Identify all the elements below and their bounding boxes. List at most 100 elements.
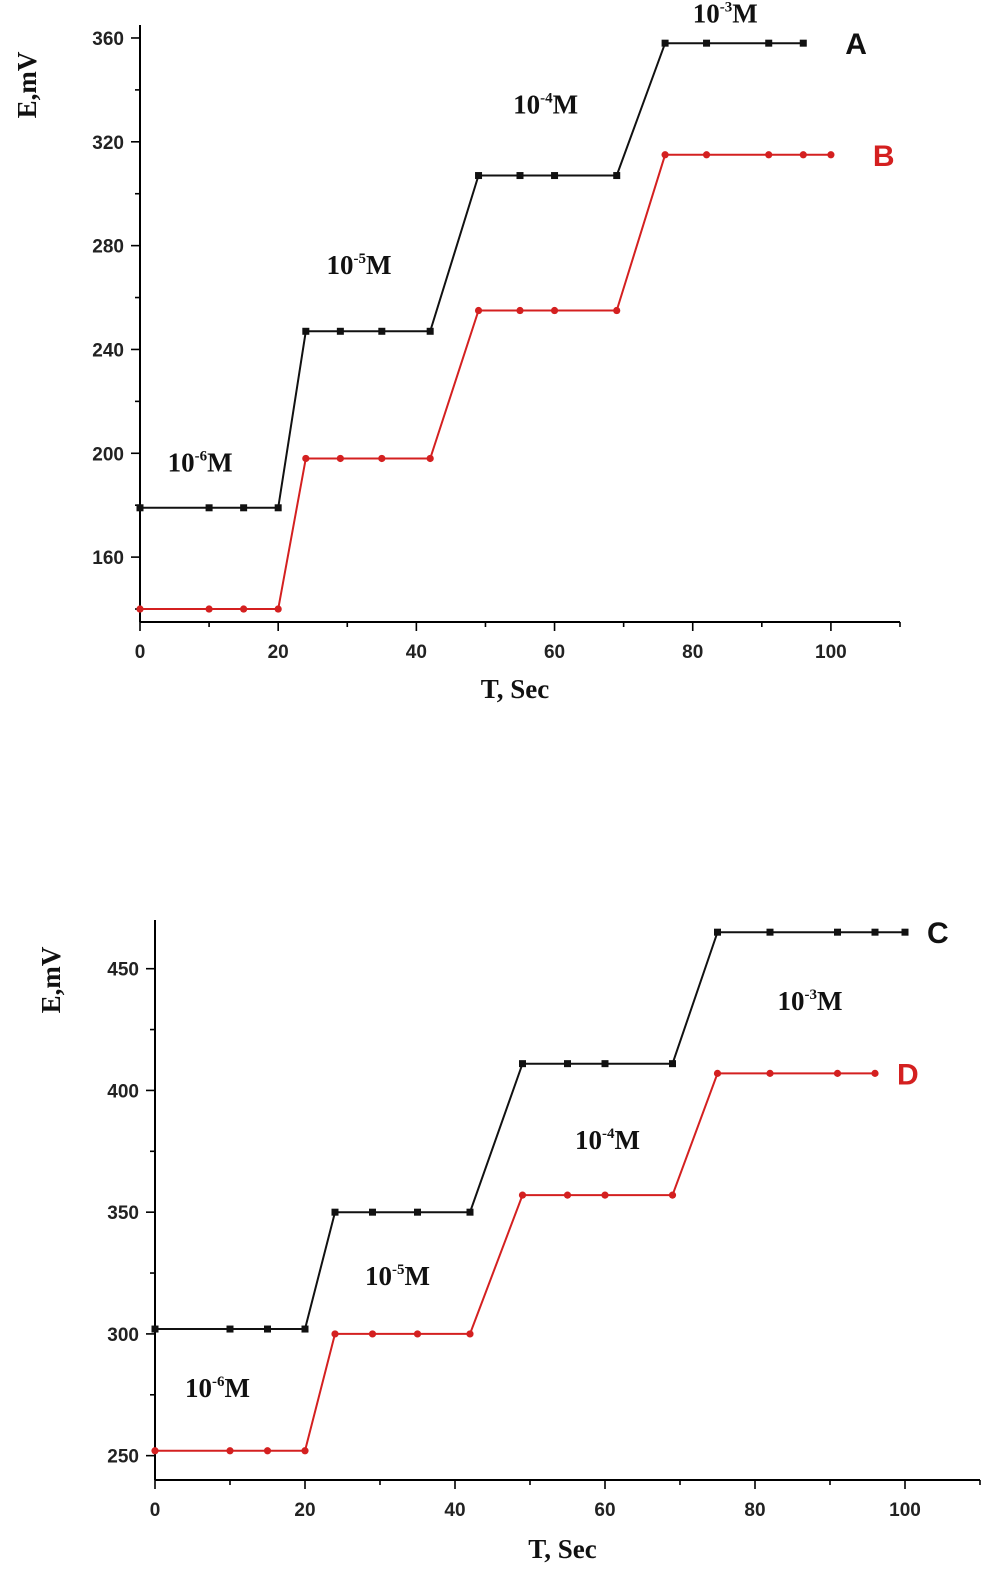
data-point — [833, 1069, 842, 1077]
data-point — [466, 1330, 474, 1338]
data-point — [426, 327, 434, 335]
y-tick-label: 350 — [107, 1203, 139, 1224]
data-point — [563, 1191, 572, 1199]
data-point — [413, 1330, 422, 1338]
data-point — [799, 39, 807, 47]
concentration-label: 10-4M — [513, 89, 578, 119]
concentration-label: 10-3M — [693, 0, 758, 28]
data-point — [668, 1191, 677, 1199]
x-tick-label: 80 — [744, 1500, 765, 1521]
x-tick-label: 100 — [815, 642, 847, 663]
y-tick-label: 280 — [92, 237, 124, 258]
data-point — [519, 1060, 526, 1068]
data-point — [274, 605, 282, 613]
data-point — [834, 928, 841, 936]
x-tick-label: 60 — [544, 642, 565, 663]
y-tick-label: 200 — [92, 444, 124, 465]
series-label: B — [873, 140, 895, 173]
data-point — [702, 151, 711, 159]
y-tick-label: 250 — [107, 1447, 139, 1468]
x-axis-title: T, Sec — [528, 1534, 597, 1564]
data-point — [151, 1325, 159, 1333]
chart-bottom-panel: 0 20 40 60 80 100 250 300 350 400 450 T, Sec E,mV C D 1… — [36, 917, 981, 1564]
data-point — [713, 1069, 722, 1077]
data-point — [331, 1330, 339, 1338]
data-point — [240, 504, 248, 512]
x-tick-label: 40 — [444, 1500, 465, 1521]
y-axis-title: E,mV — [36, 946, 66, 1013]
y-tick-label: 400 — [107, 1081, 139, 1102]
concentration-label: 10-5M — [327, 250, 392, 280]
data-point — [226, 1325, 234, 1333]
data-point — [871, 1069, 879, 1077]
series-line-D — [155, 1072, 875, 1452]
data-point — [331, 1208, 339, 1216]
concentration-label: 10-4M — [575, 1125, 640, 1155]
y-tick-label: 240 — [92, 340, 124, 361]
series-label: D — [897, 1058, 919, 1091]
y-tick-label: 300 — [107, 1325, 139, 1346]
y-axis-title: E,mV — [12, 51, 42, 118]
data-point — [426, 454, 434, 463]
data-point — [336, 327, 344, 335]
data-point — [378, 454, 386, 463]
data-point — [466, 1208, 474, 1216]
data-point — [368, 1330, 377, 1338]
data-point — [301, 1325, 309, 1333]
y-tick-label: 360 — [92, 29, 124, 50]
data-point — [226, 1447, 234, 1455]
data-point — [564, 1060, 571, 1068]
data-point — [205, 504, 213, 512]
data-point — [263, 1447, 272, 1455]
x-tick-label: 0 — [150, 1500, 161, 1521]
concentration-label: 10-6M — [168, 447, 233, 477]
x-tick-label: 0 — [135, 642, 146, 663]
data-point — [766, 928, 774, 936]
x-tick-label: 80 — [682, 642, 703, 663]
data-point — [151, 1447, 159, 1455]
data-point — [827, 151, 835, 159]
data-point — [550, 306, 559, 315]
data-point — [661, 39, 669, 47]
x-tick-label: 40 — [406, 642, 427, 663]
data-point — [703, 39, 711, 47]
data-point — [136, 504, 144, 512]
data-point — [669, 1060, 676, 1068]
data-point — [474, 306, 483, 315]
data-point — [301, 1447, 309, 1455]
series-line-A — [140, 42, 804, 509]
data-point — [799, 151, 807, 159]
data-point — [901, 928, 909, 936]
data-point — [378, 327, 386, 335]
concentration-label: 10-5M — [365, 1261, 430, 1291]
data-point — [240, 605, 248, 613]
data-point — [264, 1325, 271, 1333]
data-point — [205, 605, 213, 613]
data-point — [414, 1208, 421, 1216]
data-point — [369, 1208, 376, 1216]
data-point — [336, 454, 344, 463]
y-tick-label: 160 — [92, 548, 124, 569]
data-point — [302, 454, 310, 463]
data-point — [516, 172, 524, 180]
data-point — [274, 504, 282, 512]
data-point — [714, 928, 721, 936]
y-tick-label: 450 — [107, 960, 139, 981]
x-tick-label: 20 — [294, 1500, 315, 1521]
data-point — [601, 1191, 609, 1199]
concentration-label: 10-6M — [185, 1373, 250, 1403]
concentration-label: 10-3M — [778, 986, 843, 1016]
series-label: C — [927, 917, 949, 950]
x-tick-label: 60 — [594, 1500, 615, 1521]
y-tick-label: 320 — [92, 133, 124, 154]
data-point — [136, 605, 144, 613]
data-point — [613, 172, 621, 180]
chart-top-panel: 0 20 40 60 80 100 160 200 240 280 320 360 T, Sec E,mV… — [12, 0, 901, 704]
data-point — [601, 1060, 609, 1068]
data-point — [475, 172, 483, 180]
data-point — [516, 306, 524, 315]
data-point — [551, 172, 559, 180]
data-point — [871, 928, 879, 936]
data-point — [661, 151, 669, 159]
